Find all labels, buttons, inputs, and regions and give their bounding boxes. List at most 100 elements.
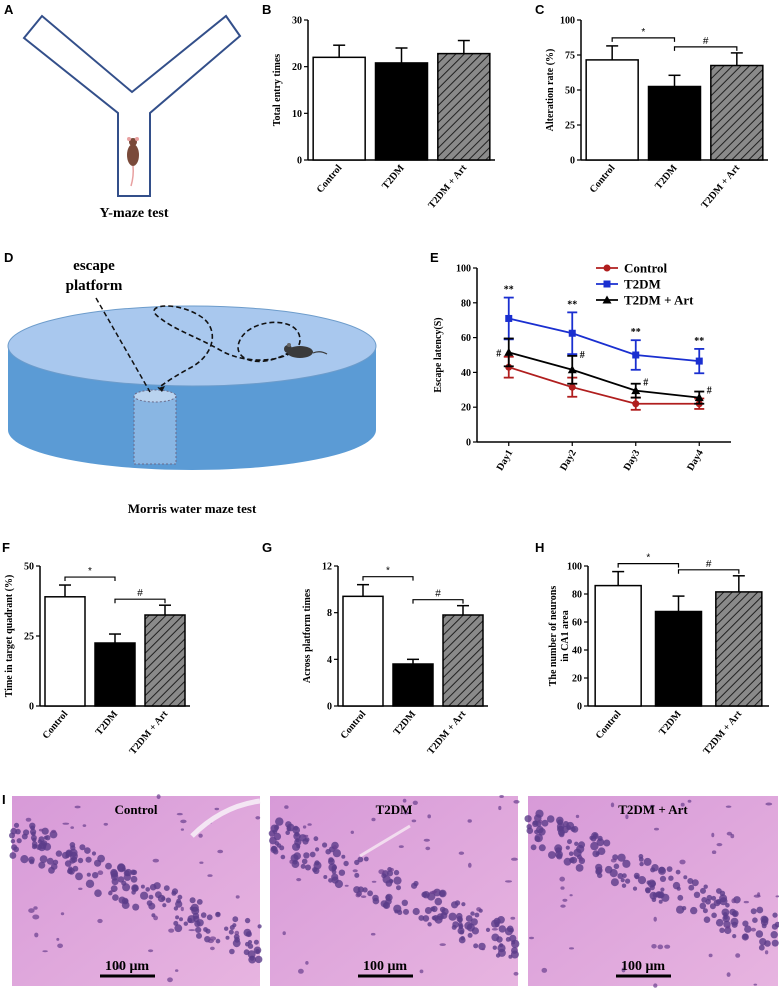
neuron-cell xyxy=(465,915,473,922)
neuron-cell xyxy=(571,825,579,833)
y-tick-label: 0 xyxy=(466,438,471,449)
neuron-cell xyxy=(700,887,706,894)
bar-t2dm xyxy=(392,663,434,707)
glial-cell xyxy=(56,937,60,941)
neuron-cell xyxy=(732,911,738,917)
significance-bracket xyxy=(677,569,740,574)
panel-d-caption: Morris water maze test xyxy=(128,501,257,516)
y-tick-label: 60 xyxy=(572,618,582,629)
neuron-cell xyxy=(255,955,263,964)
neuron-cell xyxy=(731,921,738,928)
data-point xyxy=(568,329,576,337)
neuron-cell xyxy=(538,828,546,836)
significance-bracket xyxy=(617,563,680,568)
neuron-cell xyxy=(424,907,432,914)
glial-cell xyxy=(513,800,520,804)
neuron-cell xyxy=(148,894,154,900)
significance-label: # xyxy=(706,559,712,570)
glial-cell xyxy=(537,819,543,824)
x-tick-label: Control xyxy=(588,163,618,196)
y-tick-label: 30 xyxy=(292,16,302,27)
neuron-cell xyxy=(105,862,112,870)
neuron-cell xyxy=(130,875,138,883)
neuron-cell xyxy=(574,841,579,846)
neuron-cell xyxy=(460,936,465,941)
neuron-cell xyxy=(293,832,301,840)
neuron-cell xyxy=(509,934,517,943)
glial-cell xyxy=(307,823,312,826)
significance-label: * xyxy=(386,566,390,577)
neuron-cell xyxy=(661,893,670,902)
neuron-cell xyxy=(498,925,506,933)
neuron-cell xyxy=(411,882,418,889)
neuron-cell xyxy=(578,841,586,849)
neuron-cell xyxy=(742,920,749,927)
panel-f-letter: F xyxy=(2,540,10,555)
neuron-cell xyxy=(538,844,546,852)
significance-label: * xyxy=(641,27,645,38)
neuron-cell xyxy=(183,921,188,926)
neuron-cell xyxy=(140,884,145,889)
glial-cell xyxy=(116,965,122,969)
neuron-cell xyxy=(570,856,578,864)
y-tick-label: 50 xyxy=(24,562,34,573)
neuron-cell xyxy=(658,899,663,904)
neuron-cell xyxy=(451,901,459,909)
y-tick-label: 60 xyxy=(461,333,471,344)
y-tick-label: 100 xyxy=(560,16,575,27)
neuron-cell xyxy=(478,942,486,951)
neuron-cell xyxy=(530,844,537,851)
significance-bracket xyxy=(64,576,116,582)
glial-cell xyxy=(296,878,302,882)
neuron-cell xyxy=(688,884,695,891)
neuron-cell xyxy=(85,879,95,888)
significance-bracket xyxy=(611,37,676,42)
neuron-cell xyxy=(473,943,479,949)
y-tick-label: 40 xyxy=(461,368,471,379)
neuron-cell xyxy=(272,829,278,835)
glial-cell xyxy=(180,906,184,912)
glial-cell xyxy=(560,904,566,908)
neuron-cell xyxy=(464,921,473,930)
neuron-cell xyxy=(332,849,341,858)
glial-cell xyxy=(708,953,713,958)
neuron-cell xyxy=(750,908,757,915)
glial-cell xyxy=(431,890,438,893)
glial-cell xyxy=(467,819,472,823)
neuron-cell xyxy=(675,869,681,875)
neuron-cell xyxy=(304,837,310,842)
neuron-cell xyxy=(357,856,364,863)
neuron-cell xyxy=(79,844,86,851)
neuron-cell xyxy=(436,913,444,921)
glial-cell xyxy=(57,943,63,949)
glial-cell xyxy=(210,946,215,951)
neuron-cell xyxy=(84,847,91,854)
glial-cell xyxy=(97,870,104,875)
glial-cell xyxy=(180,828,184,831)
neuron-cell xyxy=(494,921,500,928)
neuron-cell xyxy=(723,915,728,920)
neuron-cell xyxy=(354,872,360,878)
glial-cell xyxy=(402,798,407,803)
neuron-cell xyxy=(658,866,666,875)
glial-cell xyxy=(302,825,307,829)
neuron-cell xyxy=(703,884,708,889)
neuron-cell xyxy=(64,860,72,867)
neuron-cell xyxy=(474,912,480,918)
neuron-cell xyxy=(434,897,443,906)
neuron-cell xyxy=(771,923,779,930)
panel-h-letter: H xyxy=(535,540,544,555)
glial-cell xyxy=(344,884,349,887)
neuron-cell xyxy=(568,851,574,856)
chart-b: B 0 10 20 30 Total entry times Control T2DM T2DM… xyxy=(262,2,495,211)
neuron-cell xyxy=(162,903,167,908)
glial-cell xyxy=(750,927,757,932)
neuron-cell xyxy=(431,905,438,913)
neuron-cell xyxy=(203,927,208,932)
glial-cell xyxy=(439,943,446,946)
y-tick-label: 80 xyxy=(572,590,582,601)
glial-cell xyxy=(168,928,175,933)
glial-cell xyxy=(152,858,159,863)
glial-cell xyxy=(610,802,615,808)
glial-cell xyxy=(412,800,418,805)
